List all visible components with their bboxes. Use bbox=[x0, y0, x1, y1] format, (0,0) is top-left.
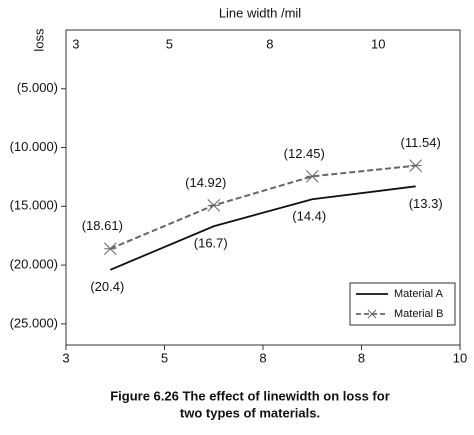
point-marker bbox=[305, 169, 319, 183]
point-marker bbox=[409, 159, 423, 172]
point-marker bbox=[103, 242, 117, 256]
data-label: (18.61) bbox=[82, 218, 123, 233]
data-label: (11.54) bbox=[401, 135, 441, 150]
x2-tick-label: 5 bbox=[166, 36, 173, 51]
data-label: (20.4) bbox=[90, 279, 124, 294]
y-tick-label: (20.000) bbox=[10, 257, 58, 272]
legend: Material A Material B bbox=[349, 282, 456, 326]
y-axis-label: loss bbox=[31, 28, 46, 52]
y-tick-label: (5.000) bbox=[17, 80, 58, 95]
y-tick-label: (15.000) bbox=[10, 198, 58, 213]
x-tick-label: 5 bbox=[161, 350, 168, 365]
data-label: (16.7) bbox=[194, 236, 228, 251]
data-label: (12.45) bbox=[284, 146, 325, 161]
caption: Figure 6.26 The effect of linewidth on l… bbox=[110, 388, 390, 403]
x-tick-label: 8 bbox=[259, 350, 266, 365]
y-tick-label: (25.000) bbox=[10, 315, 58, 330]
x2-tick-label: 10 bbox=[371, 36, 385, 51]
series-line bbox=[109, 164, 416, 250]
x2-tick-label: 3 bbox=[72, 36, 79, 51]
legend-label: Material B bbox=[394, 308, 444, 320]
series-line bbox=[109, 185, 416, 271]
x2-tick-label: 8 bbox=[266, 36, 273, 51]
data-label: (14.92) bbox=[185, 175, 226, 190]
point-marker bbox=[207, 199, 221, 212]
data-label: (14.4) bbox=[292, 209, 326, 224]
legend-marker bbox=[367, 309, 377, 319]
legend-label: Material A bbox=[394, 288, 444, 300]
caption: two types of materials. bbox=[180, 405, 320, 420]
legend-box bbox=[349, 282, 456, 326]
x-tick-label: 8 bbox=[358, 350, 365, 365]
x-tick-label: 3 bbox=[62, 350, 69, 365]
data-label: (13.3) bbox=[409, 196, 443, 211]
y-tick-label: (10.000) bbox=[10, 139, 58, 154]
x-tick-label: 10 bbox=[453, 350, 467, 365]
x2-axis-label: Line width /mil bbox=[219, 5, 301, 20]
